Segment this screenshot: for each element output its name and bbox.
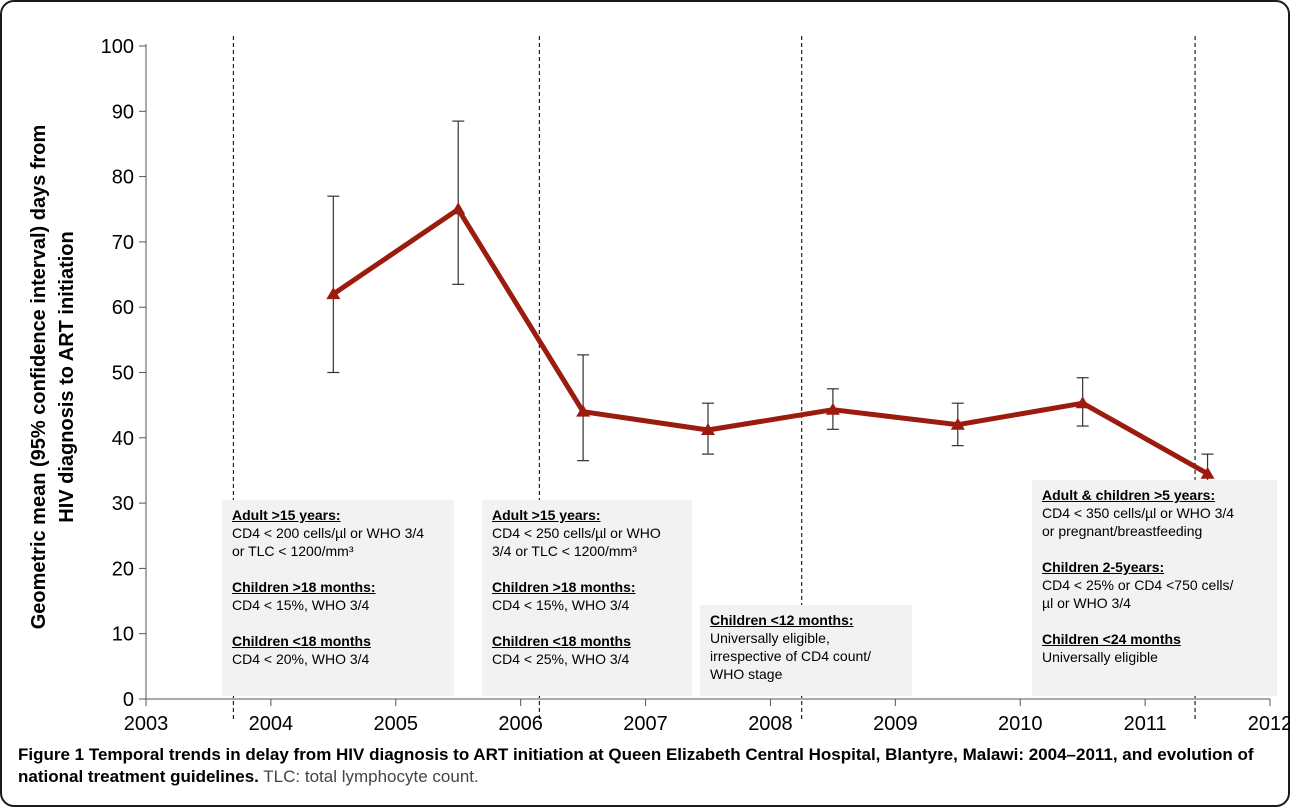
- data-point-marker: [451, 202, 466, 215]
- data-markers: [326, 202, 1215, 479]
- guideline-box-2004: Adult >15 years: CD4 < 200 cells/µl or W…: [222, 500, 454, 696]
- guideline-text: CD4 < 25% or CD4 <750 cells/: [1042, 577, 1234, 593]
- data-point-marker: [326, 287, 341, 300]
- y-tick-label: 10: [112, 624, 134, 646]
- guideline-group: Children <18 months CD4 < 20%, WHO 3/4: [232, 632, 444, 668]
- y-tick-label: 40: [112, 428, 134, 450]
- guideline-group: Children >18 months: CD4 < 15%, WHO 3/4: [492, 578, 682, 614]
- data-point-marker: [950, 417, 965, 430]
- x-tick-label: 2006: [498, 713, 543, 735]
- y-tick-label: 0: [123, 689, 134, 711]
- guideline-heading: Children 2-5years:: [1042, 559, 1165, 575]
- guideline-text: WHO stage: [710, 666, 783, 682]
- guideline-text: CD4 < 250 cells/µl or WHO: [492, 525, 661, 541]
- guideline-text: CD4 < 25%, WHO 3/4: [492, 651, 630, 667]
- y-tick-label: 60: [112, 297, 134, 319]
- guideline-text: CD4 < 350 cells/µl or WHO 3/4: [1042, 505, 1235, 521]
- x-tick-label: 2004: [249, 713, 294, 735]
- guideline-text: µl or WHO 3/4: [1042, 595, 1131, 611]
- guideline-group: Adult >15 years: CD4 < 250 cells/µl or W…: [492, 506, 682, 560]
- y-axis-label-line1: Geometric mean (95% confidence interval)…: [28, 125, 50, 630]
- data-point-marker: [1200, 466, 1215, 479]
- guideline-group: Children 2-5years: CD4 < 25% or CD4 <750…: [1042, 558, 1267, 612]
- x-tick-label: 2007: [623, 713, 668, 735]
- guideline-text: CD4 < 15%, WHO 3/4: [492, 597, 630, 613]
- figure-caption: Figure 1 Temporal trends in delay from H…: [18, 744, 1258, 788]
- y-tick-label: 100: [101, 36, 134, 58]
- guideline-group: Adult >15 years: CD4 < 200 cells/µl or W…: [232, 506, 444, 560]
- guideline-heading: Children <18 months: [492, 633, 631, 649]
- guideline-group: Adult & children >5 years: CD4 < 350 cel…: [1042, 486, 1267, 540]
- guideline-box-2006: Adult >15 years: CD4 < 250 cells/µl or W…: [482, 500, 692, 696]
- y-tick-label: 90: [112, 101, 134, 123]
- x-tick-label: 2011: [1124, 713, 1167, 735]
- guideline-box-2011: Adult & children >5 years: CD4 < 350 cel…: [1032, 480, 1277, 696]
- guideline-group: Children <12 months: Universally eligibl…: [710, 611, 902, 683]
- y-tick-label: 30: [112, 493, 134, 515]
- guideline-heading: Children <12 months:: [710, 612, 854, 628]
- line-chart: 2003 2004 2005 2006 2007 2008 2009 2010 2011 2012…: [28, 36, 1290, 735]
- guideline-text: CD4 < 20%, WHO 3/4: [232, 651, 370, 667]
- x-tick-labels: 2003 2004 2005 2006 2007 2008 2009 2010 2011 2012: [124, 713, 1290, 735]
- chart-axes: [139, 44, 1271, 706]
- x-tick-label: 2010: [998, 713, 1043, 735]
- guideline-heading: Adult >15 years:: [492, 507, 601, 523]
- guideline-box-2008: Children <12 months: Universally eligibl…: [700, 605, 912, 696]
- y-tick-label: 70: [112, 232, 134, 254]
- x-tick-label: 2012: [1248, 713, 1290, 735]
- guideline-heading: Children >18 months:: [492, 579, 636, 595]
- guideline-text: CD4 < 15%, WHO 3/4: [232, 597, 370, 613]
- guideline-text: or pregnant/breastfeeding: [1042, 523, 1203, 539]
- x-tick-label: 2009: [873, 713, 918, 735]
- x-tick-label: 2008: [748, 713, 793, 735]
- y-axis-label-line2: HIV diagnosis to ART initiation: [56, 231, 78, 522]
- caption-title: Figure 1 Temporal trends in delay from H…: [18, 745, 1254, 786]
- series-line: [331, 206, 1209, 476]
- guideline-text: 3/4 or TLC < 1200/mm³: [492, 543, 637, 559]
- y-tick-label: 50: [112, 363, 134, 385]
- data-point-marker: [576, 404, 591, 417]
- guideline-group: Children >18 months: CD4 < 15%, WHO 3/4: [232, 578, 444, 614]
- guideline-heading: Children <18 months: [232, 633, 371, 649]
- guideline-heading: Children <24 months: [1042, 631, 1181, 647]
- data-point-marker: [701, 422, 715, 435]
- guideline-group: Children <18 months CD4 < 25%, WHO 3/4: [492, 632, 682, 668]
- guideline-heading: Adult & children >5 years:: [1042, 487, 1216, 503]
- x-tick-label: 2005: [374, 713, 419, 735]
- error-bars: [327, 120, 1214, 492]
- caption-note: TLC: total lymphocyte count.: [263, 767, 479, 786]
- guideline-text: or TLC < 1200/mm³: [232, 543, 354, 559]
- guideline-text: CD4 < 200 cells/µl or WHO 3/4: [232, 525, 425, 541]
- y-tick-label: 20: [112, 558, 134, 580]
- guideline-text: Universally eligible: [1042, 649, 1158, 665]
- guideline-group: Children <24 months Universally eligible: [1042, 630, 1267, 666]
- guideline-heading: Children >18 months:: [232, 579, 376, 595]
- guideline-text: irrespective of CD4 count/: [710, 648, 872, 664]
- guideline-text: Universally eligible,: [710, 630, 830, 646]
- y-tick-labels: 0 10 20 30 40 50 60 70 80 90 100: [101, 36, 134, 711]
- x-tick-label: 2003: [124, 713, 169, 735]
- guideline-heading: Adult >15 years:: [232, 507, 341, 523]
- y-tick-label: 80: [112, 167, 134, 189]
- data-point-marker: [825, 402, 840, 415]
- data-point-marker: [1075, 396, 1090, 409]
